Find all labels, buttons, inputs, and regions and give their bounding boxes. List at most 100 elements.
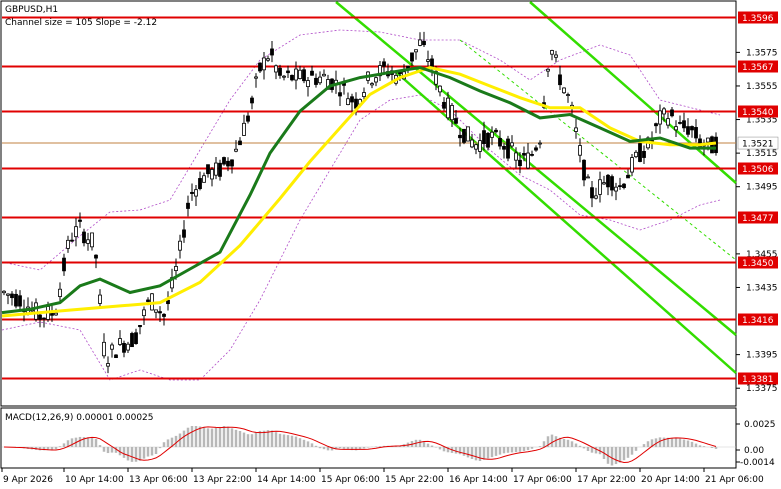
y-tick-label: 1.3535: [746, 116, 778, 126]
candle-body: [498, 138, 502, 147]
candle-body: [102, 341, 106, 357]
level-labels: 1.35961.35671.35401.35061.34771.34501.34…: [737, 11, 779, 385]
candle-body: [194, 189, 198, 197]
chart-symbol: GBPUSD,H1: [5, 5, 58, 15]
candle-body: [562, 87, 566, 94]
candle-body: [202, 175, 206, 183]
candle-body: [494, 129, 498, 133]
level-label: 1.3416: [742, 316, 774, 326]
candle-body: [322, 73, 326, 77]
candle-body: [90, 232, 94, 248]
candle-body: [182, 229, 186, 238]
candle-body: [38, 314, 42, 320]
channel-midline: [459, 39, 737, 261]
candle-body: [34, 302, 38, 320]
candle-body: [698, 138, 702, 147]
x-tick-label: 17 Apr 22:00: [577, 475, 636, 485]
level-label-bg: [738, 105, 778, 118]
channel-line-lower: [395, 71, 737, 374]
candle-body: [310, 70, 314, 76]
candle-body: [694, 127, 698, 139]
candle-body: [230, 159, 234, 167]
candle-body: [318, 76, 322, 84]
candle-body: [478, 140, 482, 152]
candle-body: [282, 75, 286, 78]
candle-body: [290, 74, 294, 81]
current-price-label: 1.3521: [742, 140, 774, 150]
candle-body: [566, 94, 570, 96]
envelope-layer: [1, 29, 721, 381]
candle-body: [258, 62, 262, 72]
x-tick-label: 16 Apr 14:00: [449, 475, 508, 485]
candle-body: [578, 145, 582, 156]
candle-body: [314, 77, 318, 85]
candle-body: [590, 187, 594, 199]
candle-body: [14, 293, 18, 307]
level-label-bg: [738, 60, 778, 73]
candle-body: [410, 52, 414, 62]
level-label-bg: [738, 372, 778, 385]
candle-body: [2, 290, 6, 294]
candle-body: [458, 134, 462, 139]
price-axis: 1.35751.35551.35351.35151.34951.34551.34…: [736, 48, 778, 394]
candle-body: [470, 139, 474, 148]
candle-body: [534, 147, 538, 151]
candle-body: [370, 83, 374, 86]
candle-body: [674, 126, 678, 131]
candle-body: [78, 219, 82, 222]
level-label: 1.3540: [742, 108, 774, 118]
candle-body: [54, 312, 58, 316]
candle-body: [418, 39, 422, 46]
x-tick-label: 15 Apr 06:00: [321, 475, 380, 485]
candle-body: [658, 110, 662, 125]
candle-body: [614, 186, 618, 192]
y-tick-label: 1.3575: [746, 48, 778, 58]
candle-body: [254, 76, 258, 79]
y-tick-label: 1.3395: [746, 351, 778, 361]
candle-body: [558, 74, 562, 86]
candle-body: [414, 49, 418, 53]
candle-body: [6, 293, 10, 296]
candle-body: [130, 333, 134, 348]
candle-body: [262, 57, 266, 71]
ma-fast-line: [1, 65, 716, 315]
candle-body: [338, 92, 342, 97]
candle-body: [618, 185, 622, 188]
candle-body: [574, 127, 578, 132]
candle-body: [270, 48, 274, 56]
candle-body: [362, 92, 366, 97]
candle-body: [138, 325, 142, 328]
envelope-lower: [1, 94, 721, 381]
candle-body: [622, 183, 626, 188]
x-tick-label: 10 Apr 14:00: [65, 475, 124, 485]
candle-body: [238, 140, 242, 146]
envelope-upper: [1, 29, 721, 271]
candle-body: [122, 342, 126, 353]
candle-body: [546, 68, 550, 72]
candle-body: [134, 332, 138, 344]
macd-tick-top: 0.0025: [744, 420, 776, 430]
candle-body: [162, 313, 166, 317]
candle-body: [234, 148, 238, 152]
y-tick-label: 1.3495: [746, 183, 778, 193]
candle-body: [510, 142, 514, 147]
candle-body: [166, 299, 170, 305]
candle-body: [70, 239, 74, 242]
candle-body: [142, 309, 146, 317]
candle-body: [250, 97, 254, 104]
x-tick-label: 15 Apr 22:00: [385, 475, 444, 485]
moving-averages-layer: [1, 65, 717, 318]
candle-body: [670, 109, 674, 117]
candle-body: [242, 122, 246, 136]
macd-layer: [2, 423, 740, 466]
candle-body: [178, 240, 182, 251]
candle-body: [538, 142, 542, 145]
level-label: 1.3596: [742, 14, 774, 24]
candle-body: [550, 50, 554, 55]
x-tick-label: 14 Apr 14:00: [257, 475, 316, 485]
ma-slow-line: [1, 65, 717, 318]
candle-body: [158, 311, 162, 314]
channel-indicator-label: Channel size = 105 Slope = -2.12: [5, 18, 157, 28]
